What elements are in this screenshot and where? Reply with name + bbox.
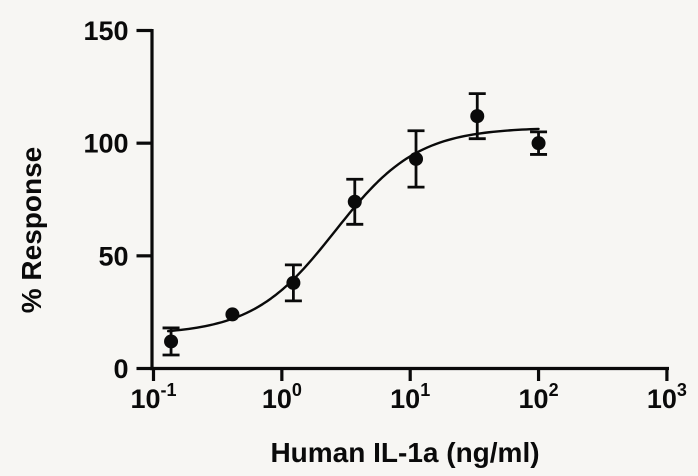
data-point-marker <box>347 194 362 209</box>
data-point-marker <box>409 151 424 166</box>
x-tick-base: 10 <box>390 384 420 414</box>
y-axis-ticks: 0 50 100 150 <box>83 16 152 384</box>
x-axis: 10-1 100 101 102 103 <box>130 366 687 414</box>
data-points-group <box>164 109 546 349</box>
data-point-marker <box>531 136 546 151</box>
data-point-marker <box>286 275 301 290</box>
y-tick-label: 0 <box>113 354 128 384</box>
x-tick-exponent: 2 <box>549 380 559 400</box>
y-tick-label: 100 <box>83 129 128 159</box>
data-point-marker <box>164 334 179 349</box>
x-tick-label: 100 <box>262 380 302 414</box>
y-tick-label: 50 <box>98 241 128 271</box>
data-point-marker <box>225 307 240 322</box>
x-tick-base: 10 <box>647 384 677 414</box>
x-tick-label: 101 <box>390 380 430 414</box>
x-tick-base: 10 <box>130 384 160 414</box>
x-tick-exponent: -1 <box>161 380 177 400</box>
data-point-marker <box>470 109 485 124</box>
y-tick-label: 150 <box>83 16 128 46</box>
x-tick-base: 10 <box>519 384 549 414</box>
x-tick-exponent: 0 <box>292 380 302 400</box>
x-tick-exponent: 1 <box>420 380 430 400</box>
x-tick-label: 103 <box>647 380 687 414</box>
x-axis-ticks: 10-1 100 101 102 103 <box>130 368 687 414</box>
x-tick-exponent: 3 <box>677 380 687 400</box>
x-tick-label: 10-1 <box>130 380 176 414</box>
fit-curve-line <box>166 127 540 333</box>
x-tick-label: 102 <box>519 380 559 414</box>
x-axis-title: Human IL-1a (ng/ml) <box>270 437 539 468</box>
y-axis: 0 50 100 150 <box>83 16 154 384</box>
y-axis-title: % Response <box>16 147 47 314</box>
x-tick-base: 10 <box>262 384 292 414</box>
